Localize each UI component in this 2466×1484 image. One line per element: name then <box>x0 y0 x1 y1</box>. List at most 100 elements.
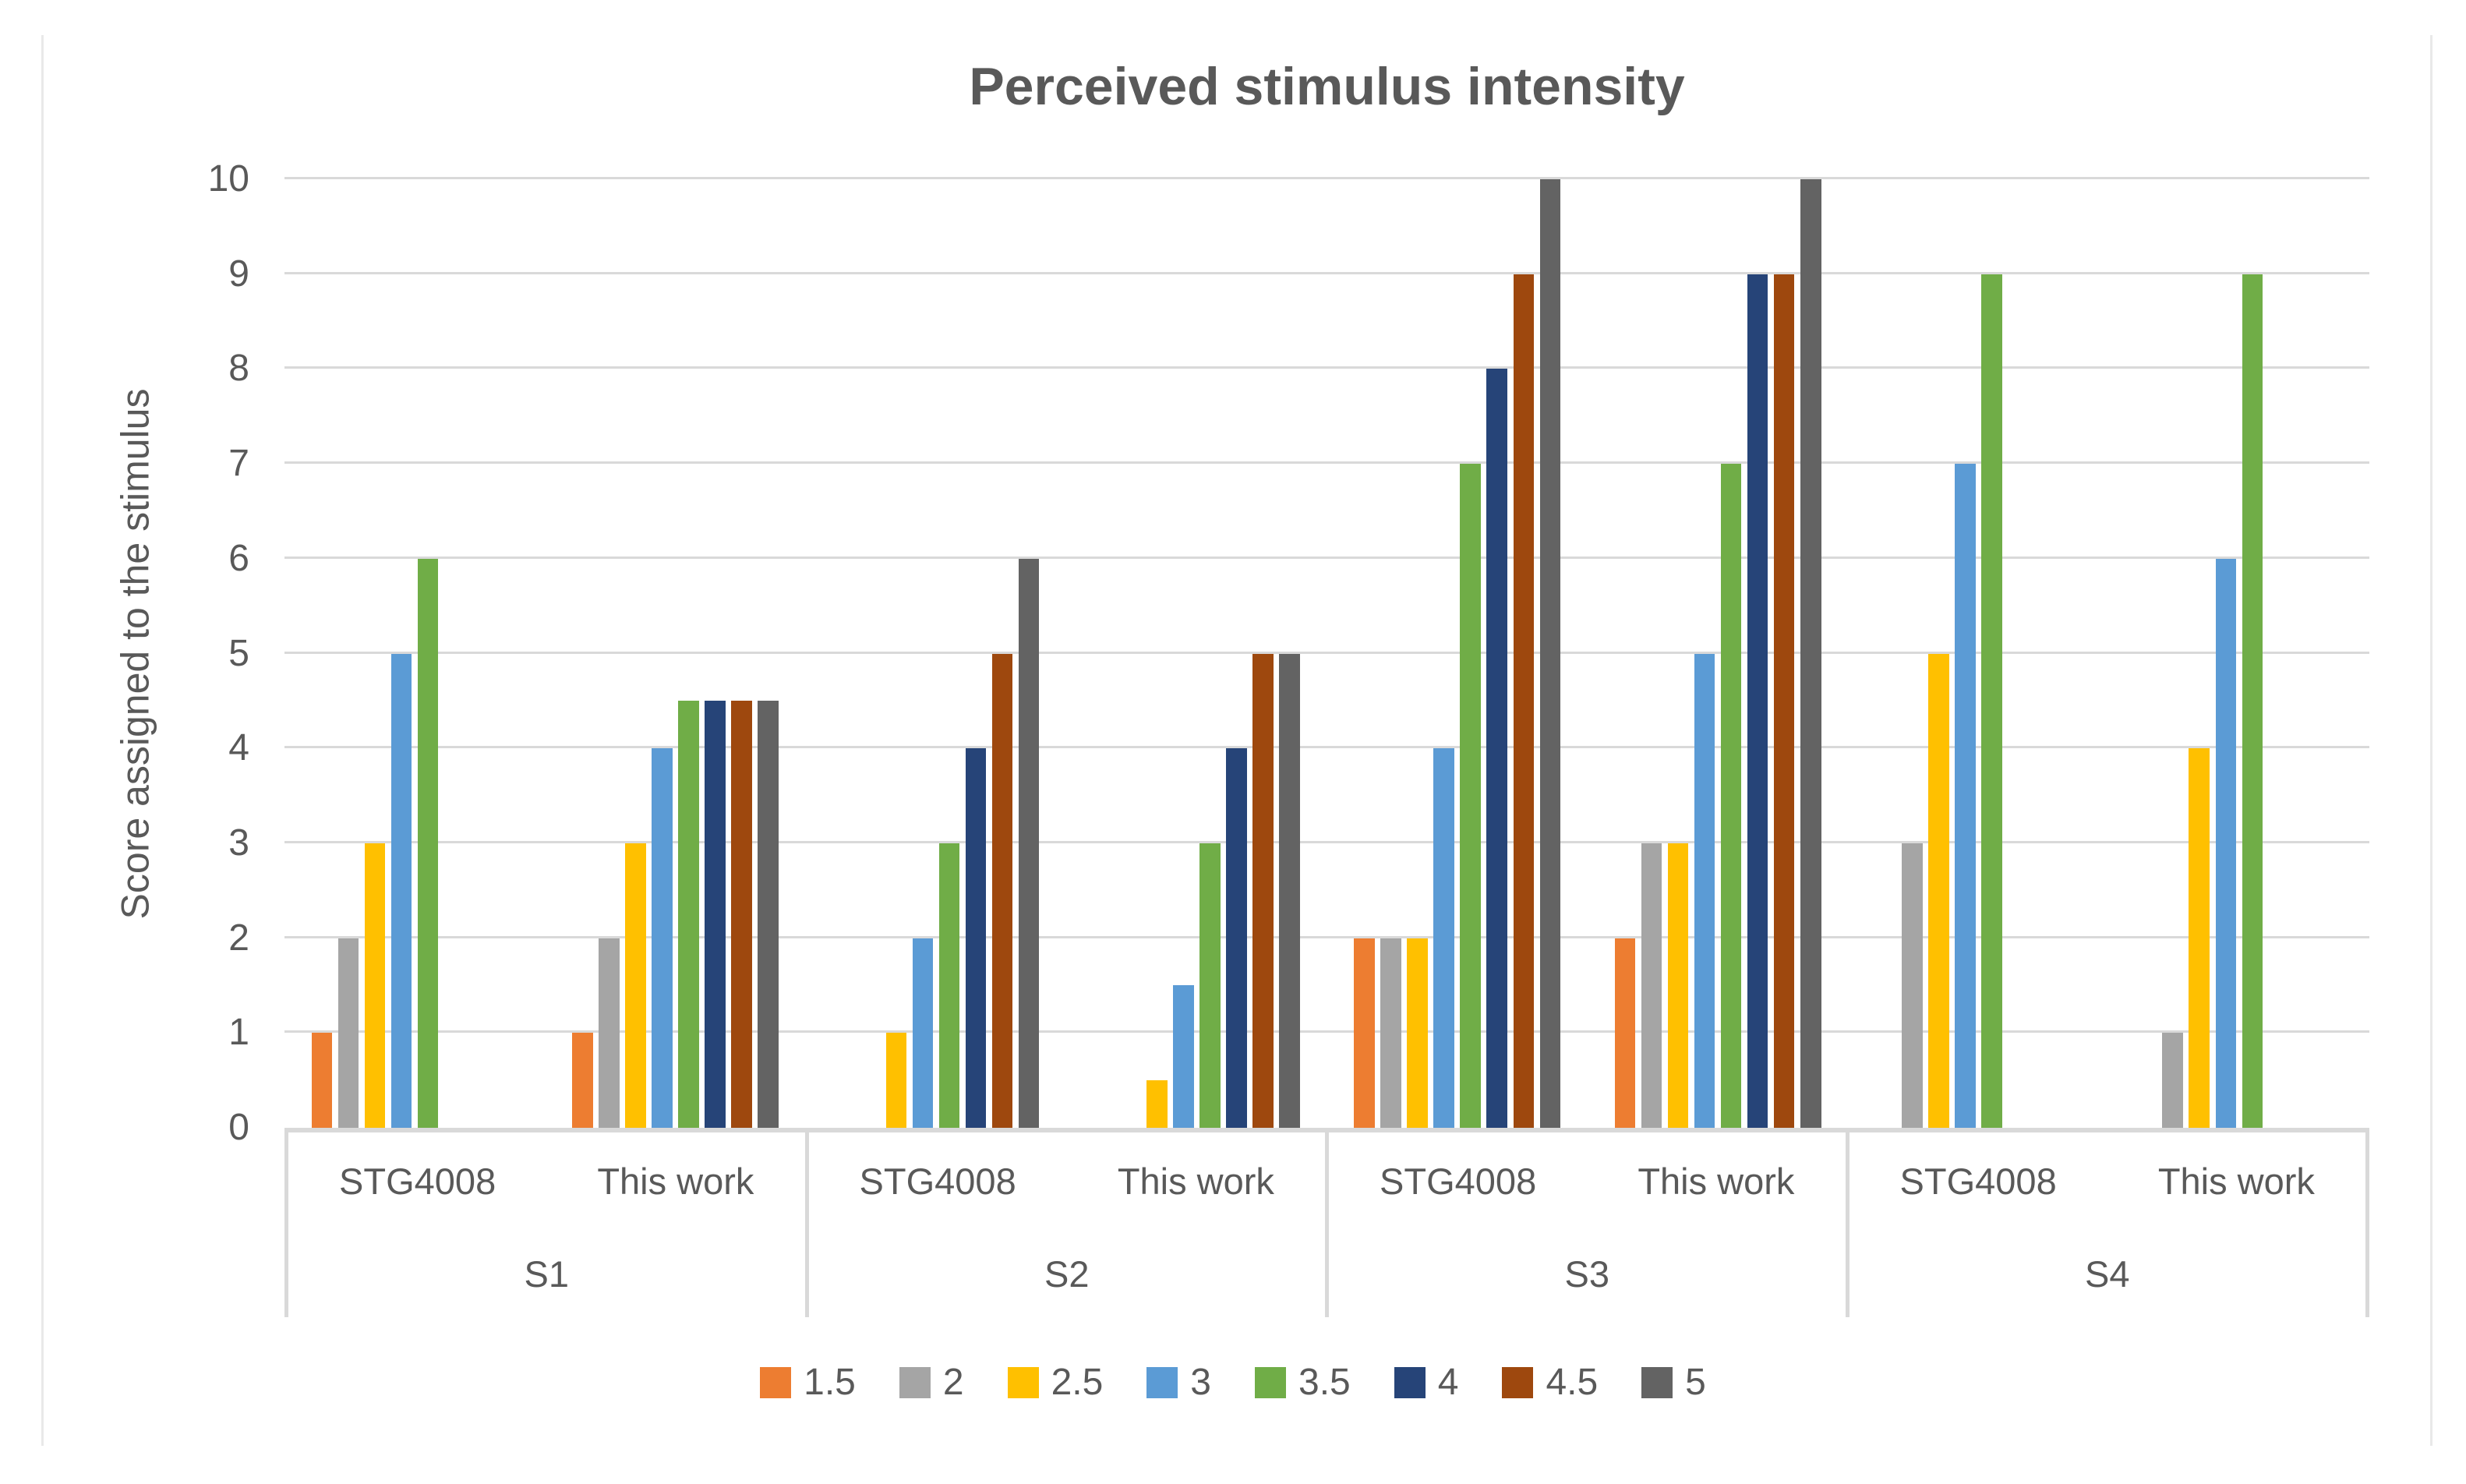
y-tick-label-7: 7 <box>228 443 249 485</box>
bar-slot-series-4 <box>963 179 989 1128</box>
bar-slot-series-1.5 <box>1612 179 1638 1128</box>
category-subrow-S4: STG4008 This work <box>1850 1132 2366 1230</box>
bar-S1-stg4008-series-3.5 <box>417 558 439 1128</box>
bar-slot-series-4 <box>1223 179 1249 1128</box>
legend-item-2.5: 2.5 <box>1007 1362 1104 1403</box>
legend-swatch-icon-2.5 <box>1007 1367 1039 1398</box>
category-subrow-S1: STG4008 This work <box>288 1132 805 1230</box>
bar-S1-stg4008-series-3 <box>390 653 412 1128</box>
category-group-S1: STG4008 This work S1 <box>284 1132 809 1317</box>
bar-S3-this-work-series-5 <box>1800 179 1821 1128</box>
bar-S2-this-work-series-5 <box>1279 653 1300 1128</box>
bar-slot-series-2.5 <box>883 179 910 1128</box>
bar-S2-this-work-series-4 <box>1226 748 1247 1128</box>
bar-slot-series-4.5 <box>468 179 494 1128</box>
legend: 1.5 2 2.5 3 3.5 4 4.5 5 <box>0 1364 2466 1401</box>
bar-slot-series-5 <box>2319 179 2345 1128</box>
bar-slot-series-1.5 <box>1351 179 1378 1128</box>
bar-slot-series-4.5 <box>1771 179 1797 1128</box>
legend-label-2.5: 2.5 <box>1051 1362 1104 1403</box>
bar-cluster-S1-this-work <box>545 179 805 1128</box>
bar-slot-series-4 <box>702 179 729 1128</box>
legend-item-4.5: 4.5 <box>1502 1364 1598 1401</box>
page-edge-right <box>2430 35 2432 1446</box>
bar-cluster-S3-stg4008 <box>1327 179 1588 1128</box>
bar-S3-this-work-series-2 <box>1641 843 1662 1128</box>
bar-slot-series-4 <box>1744 179 1771 1128</box>
bar-S1-this-work-series-4 <box>705 701 726 1128</box>
bar-S1-stg4008-series-2 <box>337 938 359 1128</box>
bar-S4-stg4008-series-3.5 <box>1981 274 2002 1128</box>
bar-slot-series-3 <box>910 179 936 1128</box>
bar-slot-series-4.5 <box>1510 179 1537 1128</box>
bar-slot-series-2.5 <box>1143 179 1170 1128</box>
bar-slot-series-4 <box>2005 179 2031 1128</box>
bar-slot-series-5 <box>1797 179 1824 1128</box>
bar-S2-stg4008-series-3 <box>912 938 934 1128</box>
bar-S3-this-work-series-4 <box>1747 274 1768 1128</box>
bar-S3-this-work-series-3.5 <box>1720 464 1742 1128</box>
legend-item-3: 3 <box>1146 1364 1211 1401</box>
bar-S2-this-work-series-3 <box>1173 985 1194 1128</box>
bar-S2-stg4008-series-4.5 <box>991 653 1013 1128</box>
bar-S1-this-work-series-4.5 <box>731 701 752 1128</box>
gridline-1 <box>284 1030 2369 1034</box>
bar-slot-series-2 <box>1117 179 1143 1128</box>
bar-slot-series-4 <box>1484 179 1510 1128</box>
bar-S3-stg4008-series-4.5 <box>1513 274 1535 1128</box>
bar-slot-series-2 <box>1899 179 1925 1128</box>
bar-slot-series-1.5 <box>1090 179 1117 1128</box>
bar-slot-series-2 <box>595 179 622 1128</box>
bar-slot-series-3 <box>649 179 676 1128</box>
bar-groups <box>284 179 2369 1128</box>
bar-slot-series-4.5 <box>2292 179 2319 1128</box>
legend-item-3.5: 3.5 <box>1255 1364 1351 1401</box>
bar-slot-series-3 <box>1952 179 1978 1128</box>
bar-slot-series-3.5 <box>1978 179 2005 1128</box>
bar-S1-this-work-series-3 <box>652 748 673 1128</box>
bar-slot-series-1.5 <box>569 179 595 1128</box>
gridline-2 <box>284 935 2369 938</box>
chart-title: Perceived stimulus intensity <box>969 57 1685 116</box>
bar-slot-series-5 <box>494 179 521 1128</box>
bar-S2-stg4008-series-5 <box>1018 558 1040 1128</box>
y-tick-label-3: 3 <box>228 822 249 864</box>
bar-cluster-S4-stg4008 <box>1848 179 2108 1128</box>
bar-S3-stg4008-series-5 <box>1539 179 1561 1128</box>
category-label-S1-this-work: This work <box>597 1161 754 1202</box>
bar-slot-series-1.5 <box>309 179 335 1128</box>
bar-cluster-S3-this-work <box>1588 179 1848 1128</box>
category-label-S1-stg4008: STG4008 <box>339 1161 496 1202</box>
bar-slot-series-4.5 <box>1249 179 1276 1128</box>
bar-S3-stg4008-series-1.5 <box>1354 938 1375 1128</box>
legend-item-2: 2 <box>899 1364 964 1401</box>
bar-slot-series-2.5 <box>2186 179 2213 1128</box>
bar-slot-series-2.5 <box>1665 179 1691 1128</box>
legend-swatch-icon-1.5 <box>760 1367 792 1398</box>
legend-item-4: 4 <box>1394 1364 1458 1401</box>
bar-S3-stg4008-series-2 <box>1380 938 1401 1128</box>
bar-cluster-S4-this-work <box>2109 179 2369 1128</box>
y-axis-tick-labels: 0 1 2 3 4 5 6 7 8 9 10 <box>117 161 249 1147</box>
y-tick-label-8: 8 <box>228 348 249 390</box>
bar-slot-series-2.5 <box>1925 179 1952 1128</box>
y-tick-label-2: 2 <box>228 917 249 959</box>
bar-cluster-S2-stg4008 <box>806 179 1066 1128</box>
bar-S3-stg4008-series-2.5 <box>1407 938 1428 1128</box>
bar-slot-series-3 <box>388 179 415 1128</box>
bar-slot-series-5 <box>1016 179 1042 1128</box>
bar-S2-stg4008-series-4 <box>965 748 987 1128</box>
bar-slot-series-4.5 <box>2032 179 2058 1128</box>
bar-S1-stg4008-series-2.5 <box>364 843 386 1128</box>
category-group-S4: STG4008 This work S4 <box>1850 1132 2369 1317</box>
bar-slot-series-4 <box>441 179 468 1128</box>
bar-slot-series-2.5 <box>362 179 388 1128</box>
bar-slot-series-2.5 <box>1404 179 1431 1128</box>
bar-slot-series-3.5 <box>2239 179 2266 1128</box>
bar-group-S2 <box>806 179 1327 1128</box>
bar-slot-series-3 <box>1170 179 1196 1128</box>
bar-S2-this-work-series-2.5 <box>1146 1080 1168 1128</box>
bar-slot-series-4 <box>2266 179 2292 1128</box>
bar-slot-series-4.5 <box>729 179 755 1128</box>
bar-S3-this-work-series-1.5 <box>1614 938 1636 1128</box>
